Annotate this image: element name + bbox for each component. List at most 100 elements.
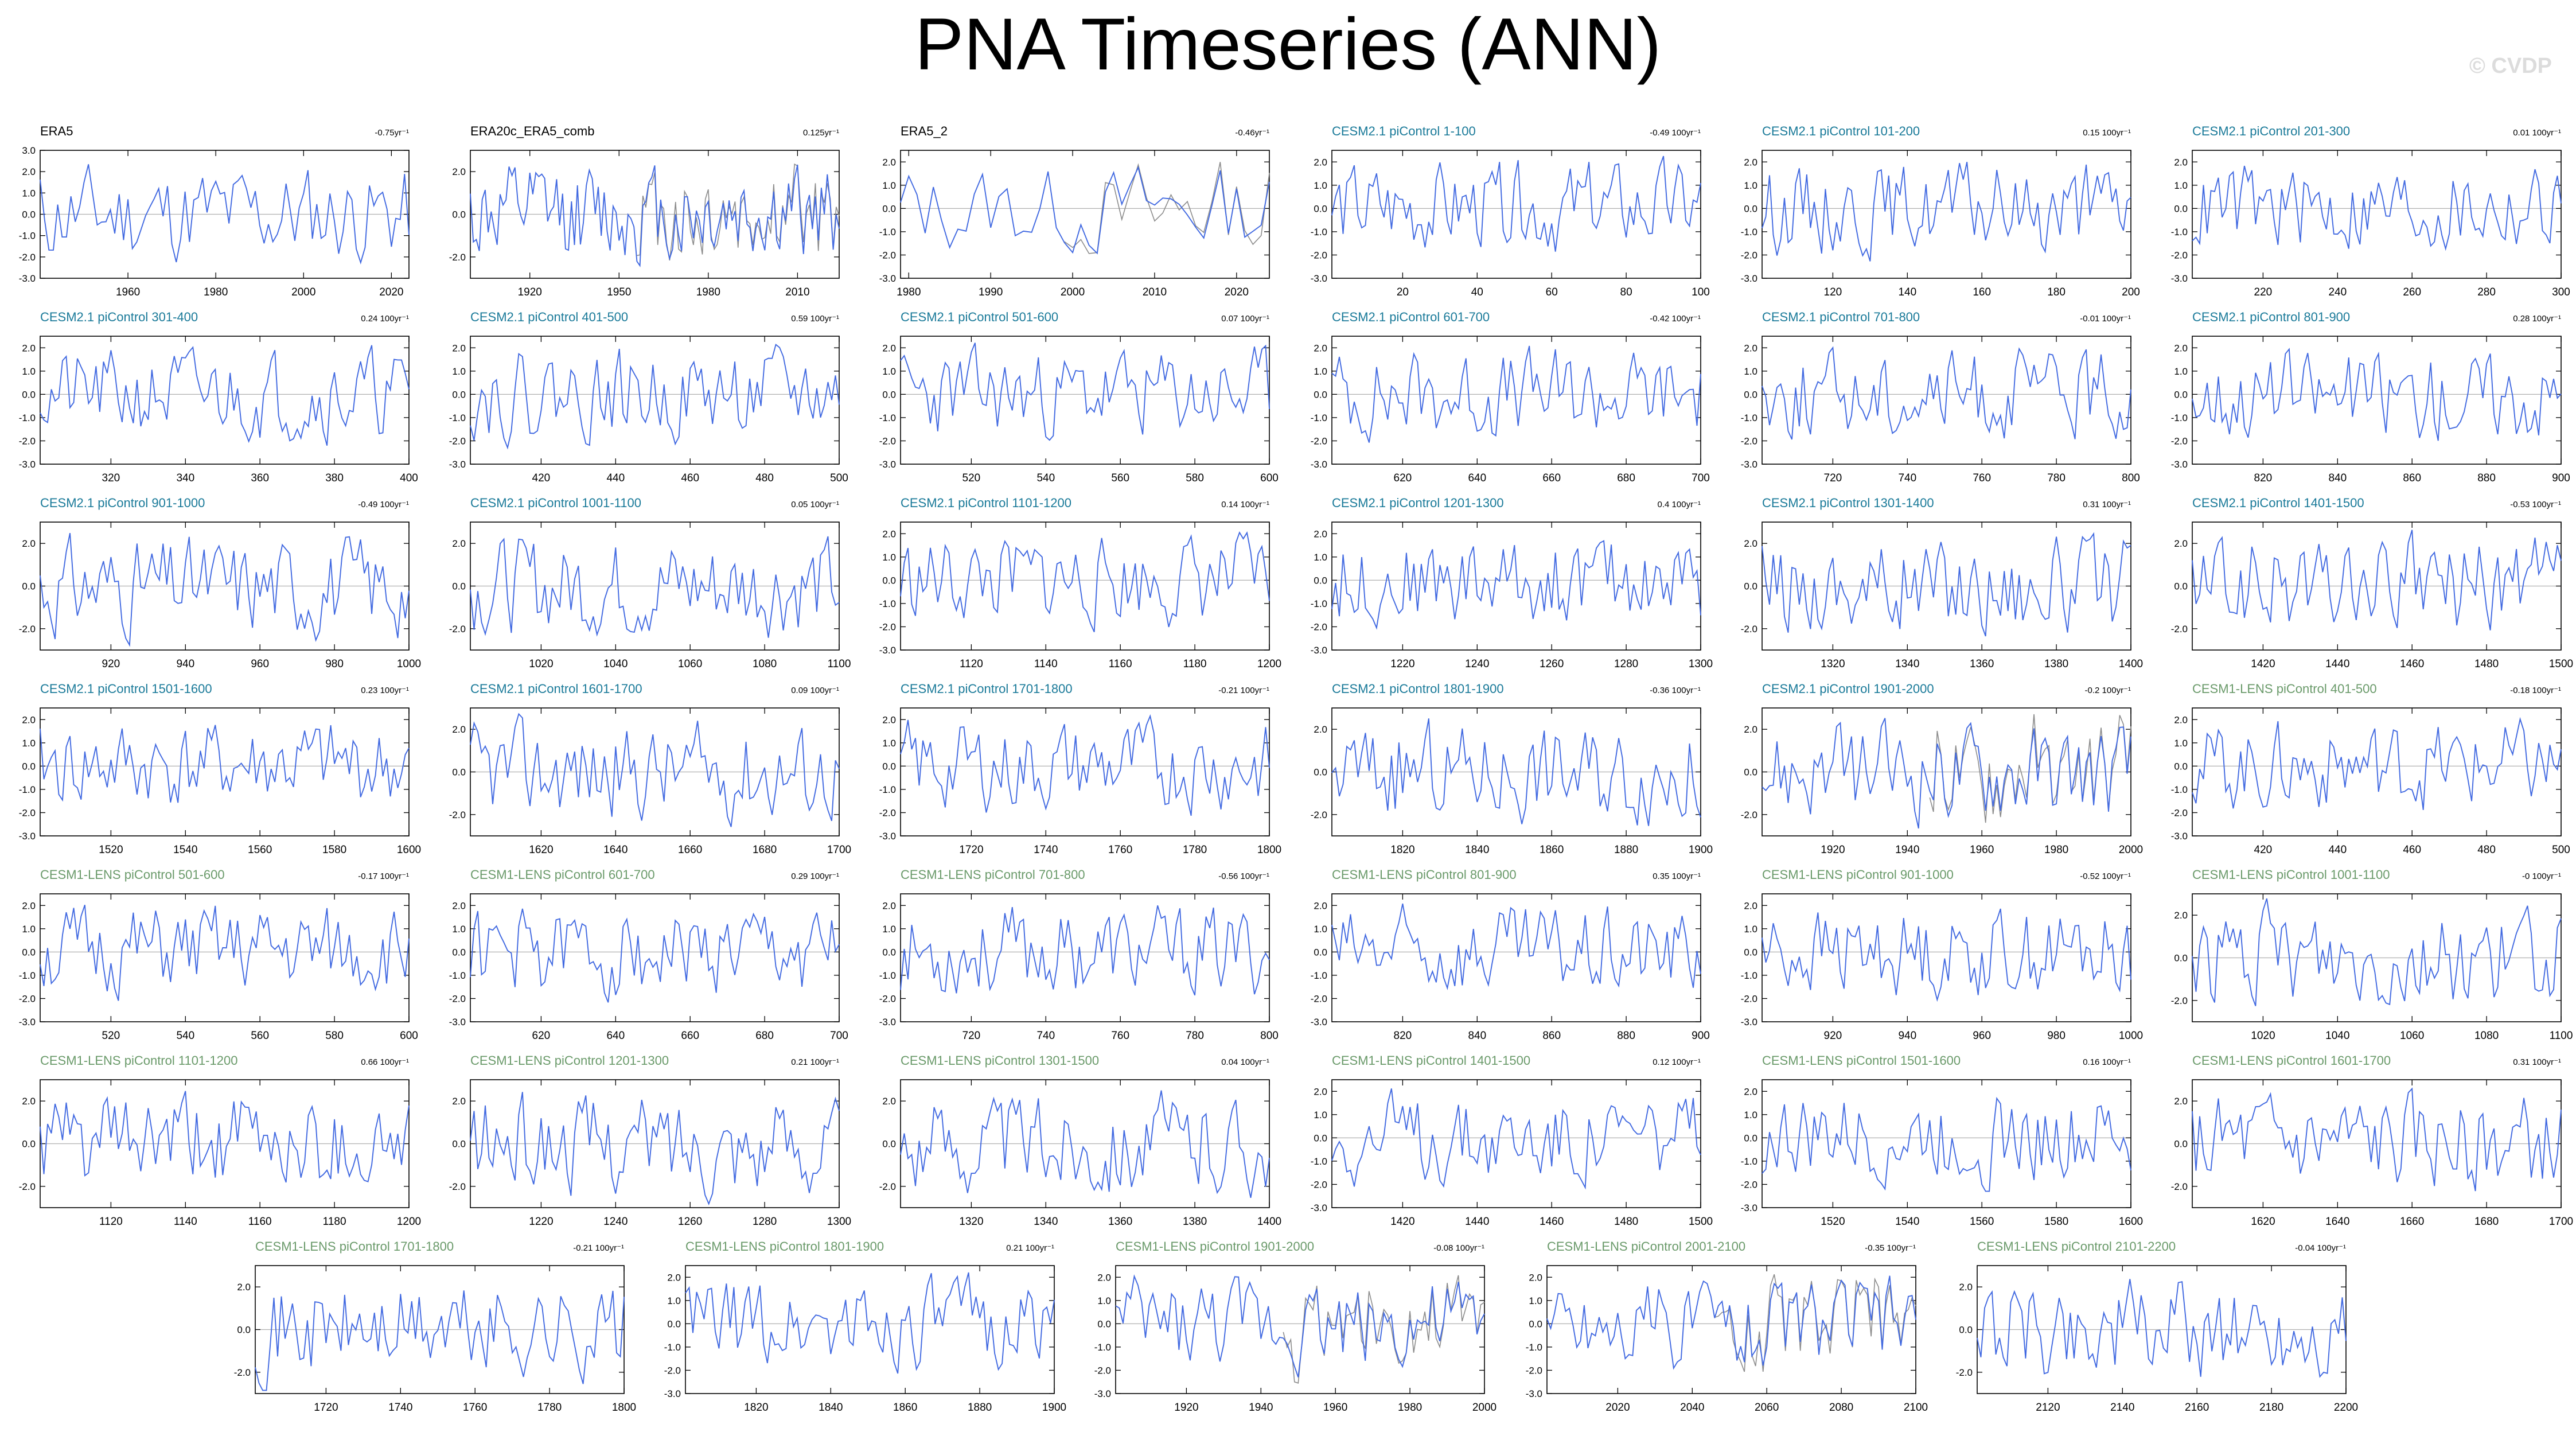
x-tick-label: 1480 (1614, 1216, 1638, 1228)
x-tick-label: 1300 (827, 1216, 851, 1228)
x-tick-label: 1600 (397, 844, 421, 856)
x-tick-label: 60 (1546, 286, 1558, 298)
panel-frame (1546, 1265, 1916, 1394)
y-tick-label: -2.0 (1094, 1365, 1111, 1376)
panel-trend-label: 0.23 100yr⁻¹ (361, 686, 409, 695)
x-tick-label: 1080 (2474, 1030, 2499, 1042)
y-tick-label: -1.0 (1741, 1156, 1757, 1167)
pna-series-line (40, 1091, 410, 1183)
y-tick-label: -3.0 (1741, 273, 1757, 284)
x-tick-label: 460 (681, 472, 699, 484)
y-tick-label: 0.0 (882, 1139, 896, 1150)
y-tick-label: 0.0 (1314, 1133, 1327, 1143)
y-tick-label: -3.0 (1741, 1202, 1757, 1213)
pna-series-line (2192, 165, 2562, 251)
x-tick-label: 1120 (960, 658, 983, 670)
x-tick-label: 800 (2122, 472, 2140, 484)
observed-overlay-line (1929, 714, 2131, 823)
panel-title: CESM2.1 piControl 1701-1800 (901, 682, 1073, 696)
x-tick-label: 1040 (603, 658, 628, 670)
observed-overlay-line (1283, 1275, 1485, 1384)
panel-title: CESM2.1 piControl 801-900 (2192, 310, 2350, 324)
y-tick-label: -1.0 (2171, 227, 2188, 238)
y-tick-label: 0.0 (2174, 581, 2188, 592)
y-tick-label: -2.0 (19, 435, 36, 446)
x-tick-label: 1960 (1970, 844, 1994, 856)
panel-title: CESM2.1 piControl 1001-1100 (470, 496, 641, 510)
y-tick-label: 1.0 (1314, 552, 1327, 563)
y-tick-label: 0.0 (1314, 575, 1327, 586)
panel-title: CESM1-LENS piControl 1901-2000 (1116, 1239, 1314, 1254)
x-tick-label: 800 (1260, 1030, 1279, 1042)
y-tick-label: 1.0 (2174, 366, 2188, 377)
y-tick-label: 2.0 (1744, 343, 1757, 353)
pna-series-line (2192, 1087, 2562, 1192)
panel-trend-label: 0.29 100yr⁻¹ (791, 871, 839, 881)
x-tick-label: 840 (2328, 472, 2347, 484)
x-tick-label: 920 (1824, 1030, 1842, 1042)
y-tick-label: -2.0 (879, 435, 896, 446)
x-tick-label: 1900 (1689, 844, 1713, 856)
x-tick-label: 1220 (1390, 658, 1414, 670)
y-tick-label: -2.0 (1741, 250, 1757, 260)
x-tick-label: 1980 (2044, 844, 2068, 856)
x-tick-label: 1640 (2325, 1216, 2349, 1228)
pna-series-line (2192, 717, 2562, 810)
x-tick-label: 1300 (1689, 658, 1713, 670)
panel-frame (900, 707, 1270, 836)
y-tick-label: 1.0 (1744, 924, 1757, 935)
x-tick-label: 1520 (99, 844, 123, 856)
y-tick-label: 2.0 (452, 724, 466, 735)
y-tick-label: 0.0 (452, 389, 466, 400)
timeseries-panel: CESM1-LENS piControl 901-1000 -0.52 100yr… (1741, 867, 2143, 1042)
y-tick-label: 0.0 (22, 947, 36, 958)
x-tick-label: 880 (2477, 472, 2496, 484)
x-tick-label: 940 (176, 658, 194, 670)
y-tick-label: -3.0 (664, 1388, 681, 1399)
panel-title: CESM2.1 piControl 1801-1900 (1332, 682, 1504, 696)
panel-trend-label: -0.49 100yr⁻¹ (1650, 128, 1701, 138)
y-tick-label: 2.0 (1744, 538, 1757, 549)
timeseries-panel: CESM2.1 piControl 1601-1700 0.09 100yr⁻¹ 2… (449, 682, 851, 856)
y-tick-label: -3.0 (879, 459, 896, 470)
timeseries-panel: CESM1-LENS piControl 1701-1800 -0.21 100y… (234, 1239, 636, 1414)
y-tick-label: -3.0 (449, 1017, 466, 1028)
x-tick-label: 120 (1824, 286, 1842, 298)
pna-series-line (470, 1092, 840, 1206)
x-tick-label: 980 (2047, 1030, 2066, 1042)
panel-trend-label: 0.59 100yr⁻¹ (791, 314, 839, 324)
x-tick-label: 1960 (1323, 1402, 1347, 1414)
panel-frame (1331, 522, 1701, 651)
y-tick-label: -2.0 (449, 1181, 466, 1192)
y-tick-label: -3.0 (1311, 1017, 1327, 1028)
x-tick-label: 640 (1468, 472, 1486, 484)
y-tick-label: -1.0 (1741, 412, 1757, 423)
y-tick-label: -3.0 (2171, 831, 2188, 842)
y-tick-label: 2.0 (882, 900, 896, 911)
timeseries-panel: ERA5 -0.75yr⁻¹ 3.0 2.0 1.0 0.0 -1.0 -2.0 -3.0 196… (19, 124, 410, 298)
y-tick-label: -2.0 (1311, 250, 1327, 260)
x-tick-label: 40 (1471, 286, 1483, 298)
x-tick-label: 1580 (322, 844, 346, 856)
panel-title: CESM1-LENS piControl 1701-1800 (255, 1239, 454, 1254)
y-tick-label: 1.0 (1744, 180, 1757, 191)
y-tick-label: 1.0 (667, 1295, 681, 1306)
x-tick-label: 1680 (2474, 1216, 2499, 1228)
panel-frame (1331, 893, 1701, 1022)
y-tick-label: 0.0 (1314, 389, 1327, 400)
x-tick-label: 960 (1973, 1030, 1991, 1042)
y-tick-label: 2.0 (1314, 528, 1327, 539)
pna-series-line (1331, 903, 1701, 990)
x-tick-label: 2040 (1680, 1402, 1704, 1414)
timeseries-panel: CESM1-LENS piControl 801-900 0.35 100yr⁻¹… (1311, 867, 1710, 1042)
x-tick-label: 700 (1692, 472, 1710, 484)
timeseries-panel: CESM2.1 piControl 801-900 0.28 100yr⁻¹ 2.0… (2171, 310, 2570, 484)
y-tick-label: -3.0 (1526, 1388, 1542, 1399)
x-tick-label: 1660 (2400, 1216, 2424, 1228)
timeseries-panel: CESM2.1 piControl 301-400 0.24 100yr⁻¹ 2.0… (19, 310, 418, 484)
panel-trend-label: -0.35 100yr⁻¹ (1865, 1243, 1916, 1253)
timeseries-panel: ERA20c_ERA5_comb 0.125yr⁻¹ 2.0 0.0 -2.0 1920 1… (449, 124, 840, 298)
x-tick-label: 1620 (2251, 1216, 2275, 1228)
x-tick-label: 1580 (2044, 1216, 2068, 1228)
panel-title: CESM1-LENS piControl 1601-1700 (2192, 1053, 2391, 1068)
